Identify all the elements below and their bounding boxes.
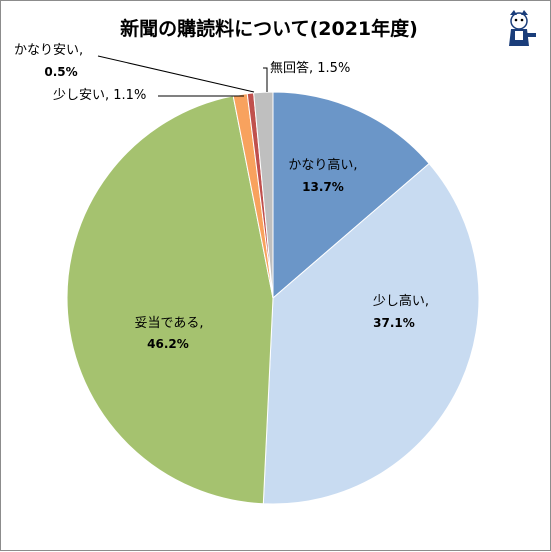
label-sukoshi-takai-name: 少し高い, [373,293,429,309]
label-kanari-takai-name: かなり高い, [288,157,357,173]
label-datou-pct: 46.2% [147,337,189,351]
slice-kanari-takai [272,91,430,300]
leader-line-mukaito [263,67,268,92]
leader-lines [97,55,268,97]
label-sukoshi-takai-pct: 37.1% [373,316,415,330]
slice-sukoshi-takai [262,162,480,505]
label-kanari-yasui-pct: 0.5% [44,65,77,79]
leader-line-kanari-yasui [97,55,255,93]
mascot-reporter-icon [509,10,536,46]
slice-datou [66,95,274,505]
label-sukoshi-yasui: 少し安い, 1.1% [53,88,146,103]
chart-title: 新聞の購読料について(2021年度) [120,17,418,40]
label-mukaito: 無回答, 1.5% [270,60,350,76]
label-datou-name: 妥当である, [134,316,203,331]
label-kanari-takai-pct: 13.7% [302,180,344,194]
pie-slices [66,91,480,505]
label-kanari-yasui-name: かなり安い, [14,43,83,58]
slice-mukaito [253,91,274,299]
